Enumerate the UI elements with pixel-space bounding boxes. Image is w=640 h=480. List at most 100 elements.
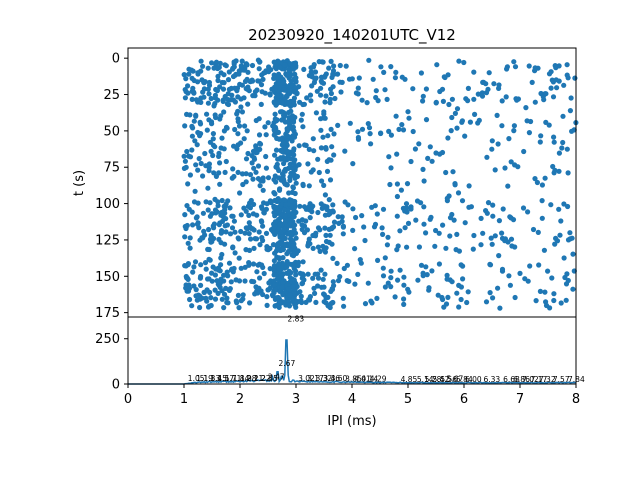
raster-point — [347, 120, 353, 126]
raster-point — [245, 69, 251, 75]
raster-point — [335, 214, 341, 220]
raster-point — [462, 220, 468, 226]
raster-point — [212, 287, 218, 293]
raster-point — [279, 171, 286, 177]
raster-point — [342, 148, 348, 154]
raster-point — [193, 293, 199, 299]
ipi-peak-label: 5.84 — [456, 375, 473, 384]
raster-point — [373, 94, 379, 101]
raster-point — [485, 200, 492, 206]
raster-point — [505, 239, 511, 245]
raster-point — [272, 197, 278, 204]
raster-point — [370, 76, 376, 82]
raster-point — [262, 124, 268, 130]
raster-point — [193, 112, 199, 118]
raster-point — [433, 99, 439, 105]
raster-point — [397, 267, 403, 273]
raster-point — [421, 204, 427, 210]
raster-point — [487, 290, 493, 296]
raster-point — [521, 148, 527, 155]
raster-point — [273, 147, 280, 153]
raster-point — [256, 285, 262, 291]
raster-point — [418, 70, 424, 76]
raster-point — [288, 116, 294, 122]
raster-point — [257, 141, 264, 147]
raster-point — [552, 63, 558, 69]
raster-point — [284, 259, 290, 265]
raster-point — [293, 268, 299, 274]
raster-point — [284, 264, 290, 270]
raster-point — [251, 165, 257, 171]
raster-point — [343, 63, 349, 69]
raster-point — [276, 266, 282, 272]
raster-point — [260, 237, 266, 244]
raster-point — [366, 125, 373, 131]
raster-point — [309, 72, 315, 79]
raster-point — [282, 197, 288, 203]
raster-point — [284, 126, 290, 132]
raster-point — [398, 187, 404, 193]
raster-point — [239, 109, 245, 115]
raster-point — [325, 133, 331, 139]
raster-point — [243, 171, 249, 177]
raster-point — [355, 129, 361, 135]
raster-point — [238, 298, 244, 304]
raster-point — [273, 164, 279, 170]
raster-point — [316, 59, 322, 65]
raster-point — [210, 131, 216, 137]
raster-point — [323, 93, 329, 99]
raster-point — [219, 209, 225, 215]
raster-point — [561, 201, 567, 207]
raster-point — [281, 226, 287, 233]
raster-point — [191, 90, 197, 96]
raster-point — [440, 98, 446, 104]
raster-point — [328, 90, 334, 97]
ipi-peak-label: 7.02 — [522, 375, 539, 384]
raster-point — [520, 205, 527, 211]
raster-point — [449, 114, 455, 121]
ipi-peak-label: 2.67 — [279, 359, 296, 368]
raster-point — [500, 206, 506, 212]
ipi-peak-label: 3.85 — [345, 375, 362, 384]
raster-point — [293, 180, 299, 186]
raster-point — [542, 175, 548, 181]
raster-point — [238, 63, 244, 69]
raster-point — [572, 75, 578, 81]
raster-point — [225, 91, 231, 97]
raster-point — [320, 276, 326, 282]
raster-point — [388, 268, 394, 274]
raster-point — [556, 206, 562, 212]
raster-point — [443, 169, 449, 176]
raster-point — [420, 98, 426, 104]
raster-point — [288, 108, 294, 114]
raster-point — [313, 75, 319, 81]
ipi-peak-label: 1.19 — [196, 374, 213, 383]
raster-point — [230, 213, 236, 219]
raster-point — [217, 60, 223, 66]
raster-point — [328, 126, 334, 132]
raster-point — [239, 171, 246, 177]
raster-point — [386, 128, 392, 134]
raster-point — [375, 257, 381, 263]
raster-point — [271, 225, 277, 231]
raster-point — [372, 221, 379, 227]
raster-point — [282, 113, 288, 119]
raster-point — [338, 89, 344, 95]
raster-point — [218, 240, 224, 246]
raster-point — [548, 85, 554, 91]
raster-point — [214, 209, 220, 215]
raster-point — [235, 116, 241, 122]
raster-point — [350, 227, 356, 233]
raster-point — [543, 91, 549, 97]
ipi-peak-label: 1.98 — [240, 374, 257, 383]
raster-point — [206, 161, 212, 167]
raster-point — [251, 156, 258, 162]
raster-point — [260, 264, 266, 270]
raster-point — [271, 229, 277, 236]
raster-point — [210, 152, 216, 159]
raster-point — [228, 97, 234, 103]
raster-point — [399, 74, 405, 80]
raster-point — [416, 244, 422, 250]
raster-point — [280, 246, 286, 252]
raster-point — [486, 70, 492, 76]
